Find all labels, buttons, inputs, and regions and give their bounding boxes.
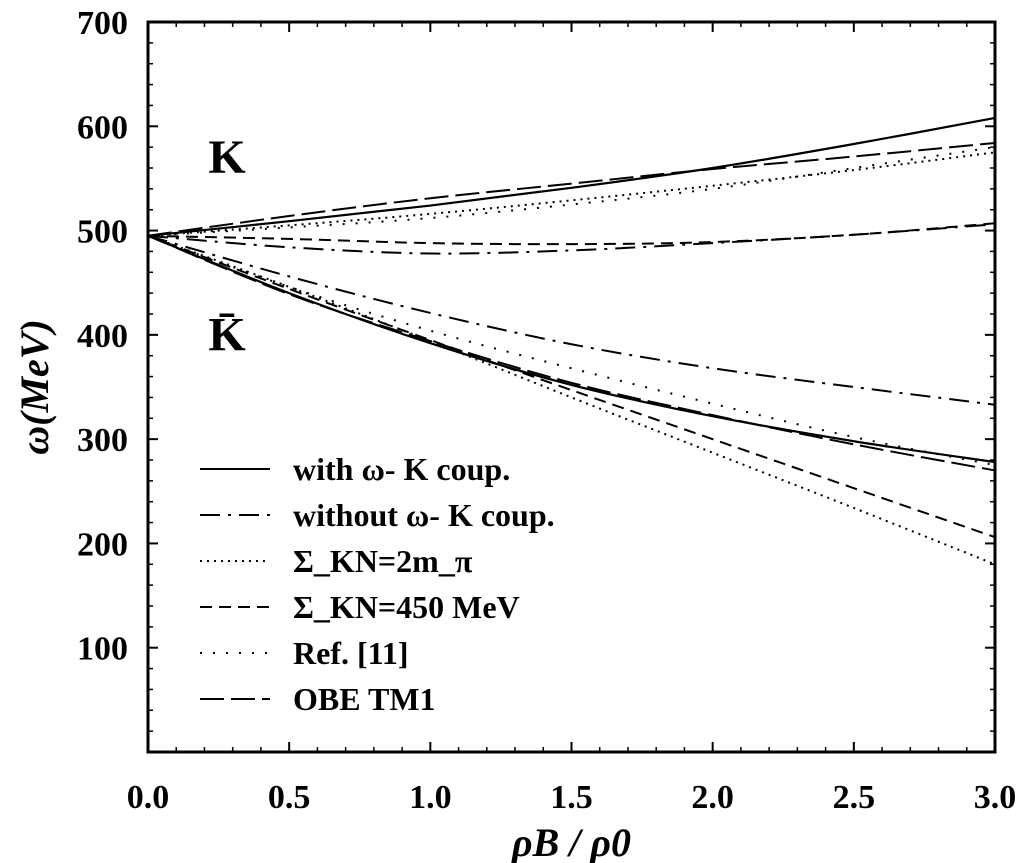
- plot-area: [146, 20, 997, 754]
- y-tick-label: 600: [77, 109, 128, 146]
- series-line-1-k: [147, 223, 996, 255]
- legend-label: OBE TM1: [293, 681, 436, 717]
- legend-label: without ω- K coup.: [293, 497, 555, 533]
- legend-label: Ref. [11]: [293, 635, 409, 671]
- y-tick-label: 300: [77, 422, 128, 459]
- series-line-4-kbar: [147, 234, 996, 467]
- series-line-5-k: [147, 141, 996, 237]
- series-layer: [147, 116, 996, 566]
- plot-frame: [146, 20, 997, 754]
- x-tick-label: 0.0: [127, 779, 170, 816]
- x-axis-title: ρB / ρ0: [511, 820, 631, 863]
- y-axis-title: ω(MeV): [12, 319, 57, 455]
- y-axis: 100 200 300 400 500 600 700: [77, 5, 995, 732]
- x-tick-label: 2.0: [691, 779, 734, 816]
- legend-label: with ω- K coup.: [293, 451, 510, 487]
- y-tick-label: 100: [77, 631, 128, 668]
- annotations: K K̄: [208, 131, 245, 361]
- legend-label: Σ_KN=450 MeV: [293, 589, 520, 625]
- x-tick-label: 1.5: [550, 779, 593, 816]
- series-line-0-k: [147, 116, 996, 237]
- x-tick-label: 0.5: [268, 779, 311, 816]
- y-tick-label: 500: [77, 214, 128, 251]
- annotation-label: K: [208, 131, 245, 184]
- axis-titles: ρB / ρ0 ω(MeV): [12, 319, 631, 863]
- y-tick-label: 400: [77, 318, 128, 355]
- series-line-1-kbar: [147, 234, 996, 406]
- series-line-5-kbar: [147, 234, 996, 472]
- series-line-3-kbar: [147, 234, 996, 539]
- series-line-2-kbar: [147, 234, 996, 566]
- x-tick-label: 2.5: [833, 779, 876, 816]
- y-tick-label: 700: [77, 5, 128, 42]
- series-line-2-k: [147, 151, 996, 237]
- x-tick-label: 1.0: [409, 779, 452, 816]
- x-axis: 0.0 0.5 1.0 1.5 2.0 2.5 3.0: [127, 22, 1017, 816]
- annotation-label: K̄: [208, 309, 245, 362]
- legend: with ω- K coup. without ω- K coup. Σ_KN=2m…: [200, 451, 555, 717]
- series-line-3-k: [147, 222, 996, 246]
- series-line-0-kbar: [147, 234, 996, 464]
- x-tick-label: 3.0: [974, 779, 1017, 816]
- y-tick-label: 200: [77, 526, 128, 563]
- legend-label: Σ_KN=2m_π: [293, 543, 473, 579]
